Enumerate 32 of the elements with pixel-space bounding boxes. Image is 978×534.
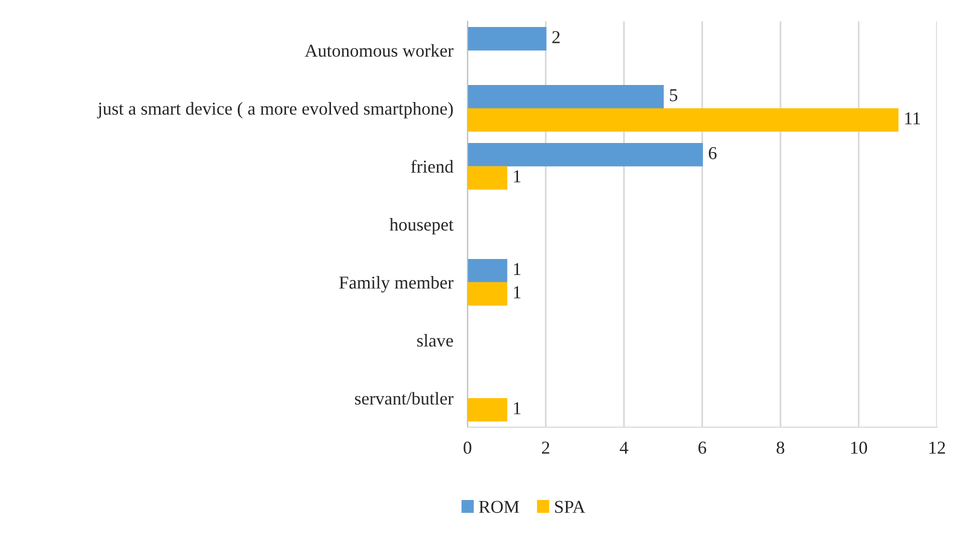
legend-label: SPA <box>555 500 586 513</box>
x-tick-label: 12 <box>929 442 945 454</box>
y-tick-label: housepet <box>390 218 454 234</box>
x-tick-label: 0 <box>464 442 472 454</box>
y-tick-label: Autonomous worker <box>304 44 454 57</box>
bar <box>467 108 898 132</box>
y-tick-label: slave <box>417 334 453 347</box>
x-tick-label: 10 <box>851 442 868 454</box>
bar <box>467 166 508 190</box>
bar <box>467 258 508 282</box>
y-tick-label: Family member <box>339 276 454 292</box>
data-label: 6 <box>708 147 717 160</box>
bar <box>467 282 508 306</box>
data-label: 11 <box>905 112 920 124</box>
x-tick-label: 8 <box>776 442 784 454</box>
x-tick-label: 4 <box>620 442 628 454</box>
x-tick-label: 2 <box>542 442 550 454</box>
data-label: 1 <box>514 263 520 276</box>
y-tick-label: just a smart device ( a more evolved smartphone) <box>97 102 453 118</box>
y-tick-label: friend <box>411 160 454 173</box>
bar <box>467 27 546 50</box>
bar <box>467 398 508 422</box>
x-tick-label: 6 <box>698 442 706 454</box>
legend-label: ROM <box>479 500 520 513</box>
data-label: 1 <box>514 286 520 298</box>
data-label: 1 <box>514 402 520 414</box>
y-tick-label: servant/butler <box>355 392 454 405</box>
data-label: 1 <box>514 170 520 182</box>
data-label: 2 <box>552 31 560 44</box>
bar <box>467 142 703 166</box>
bar <box>467 85 664 108</box>
data-label: 5 <box>670 89 678 102</box>
